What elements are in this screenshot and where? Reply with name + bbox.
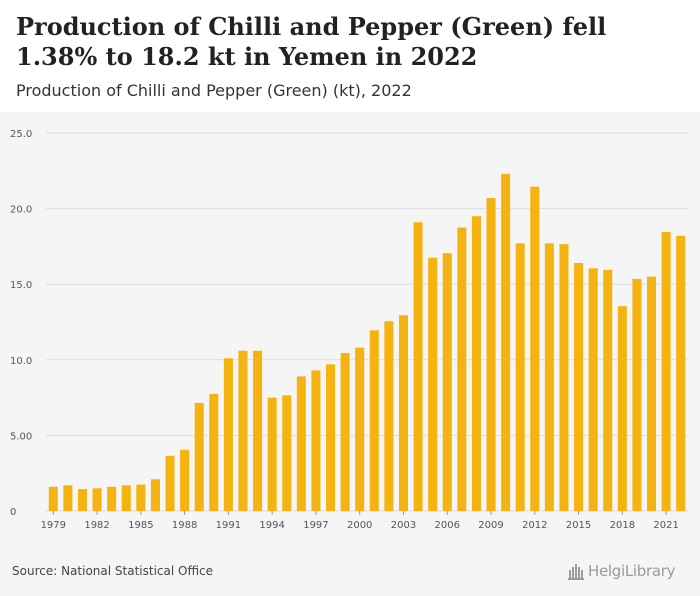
y-axis-ticks: 0 5.00 10.0 15.0 20.0 25.0 (10, 129, 32, 518)
bar-1982 (92, 488, 102, 511)
bar-2022 (676, 235, 686, 511)
bar-1993 (253, 350, 263, 511)
x-tick-label: 1982 (84, 520, 109, 531)
x-tick-label: 1985 (128, 520, 153, 531)
chart-area: 0 5.00 10.0 15.0 20.0 25.0 1979 1982 1985 1988 19… (0, 112, 700, 596)
x-tick-label: 1979 (41, 520, 66, 531)
x-tick-label: 2009 (478, 520, 503, 531)
library-icon (568, 564, 584, 580)
bar-1979 (48, 486, 58, 511)
chart-header: Production of Chilli and Pepper (Green) … (0, 0, 700, 112)
bar-1992 (238, 350, 248, 511)
bar-2002 (384, 321, 394, 511)
bar-1991 (223, 358, 233, 511)
bar-2009 (486, 198, 496, 511)
bar-2020 (647, 276, 657, 511)
bar-2001 (369, 330, 379, 511)
y-tick-label: 20.0 (10, 205, 32, 216)
chart-subtitle: Production of Chilli and Pepper (Green) … (16, 81, 412, 100)
bar-2017 (603, 269, 613, 511)
bar-1996 (296, 376, 306, 511)
bar-1997 (311, 370, 321, 511)
y-tick-label: 15.0 (10, 280, 32, 291)
bar-1987 (165, 455, 175, 511)
bar-1984 (121, 485, 131, 511)
bar-2000 (355, 347, 365, 511)
bar-1985 (136, 484, 146, 511)
bar-1986 (150, 479, 160, 511)
y-tick-label: 0 (10, 507, 16, 518)
bar-2006 (442, 253, 452, 511)
y-tick-label: 25.0 (10, 129, 32, 140)
x-tick-label: 1991 (216, 520, 241, 531)
x-axis-ticks: 1979 1982 1985 1988 1991 1994 1997 2000 2003 2006… (41, 511, 679, 531)
bar-1998 (326, 364, 336, 511)
bar-1989 (194, 402, 204, 511)
bar-2019 (632, 278, 642, 511)
source-note: Source: National Statistical Office (12, 564, 214, 578)
bar-2010 (501, 173, 511, 511)
chart-title: Production of Chilli and Pepper (Green) … (16, 12, 607, 71)
x-tick-label: 2003 (391, 520, 416, 531)
bar-2007 (457, 227, 467, 511)
bar-2012 (530, 186, 540, 511)
bar-2003 (398, 315, 408, 511)
bar-2005 (428, 257, 438, 511)
bars (48, 173, 686, 511)
bar-1990 (209, 393, 219, 511)
bar-2015 (574, 263, 584, 511)
bar-1980 (63, 485, 73, 511)
y-tick-label: 10.0 (10, 356, 32, 367)
bar-1999 (340, 353, 350, 511)
bar-2021 (661, 232, 671, 511)
bar-2011 (515, 243, 525, 511)
helgi-library-logo[interactable]: HelgiLibrary (568, 560, 692, 584)
x-tick-label: 2006 (435, 520, 460, 531)
bar-2016 (588, 268, 598, 511)
bar-2004 (413, 222, 423, 511)
bar-2014 (559, 244, 569, 511)
y-tick-label: 5.00 (10, 431, 32, 442)
x-tick-label: 1988 (172, 520, 197, 531)
bar-1983 (107, 486, 117, 511)
x-tick-label: 2000 (347, 520, 372, 531)
bar-2008 (471, 216, 481, 511)
x-tick-label: 1997 (303, 520, 328, 531)
x-tick-label: 2012 (522, 520, 547, 531)
x-tick-label: 2021 (653, 520, 678, 531)
bar-1981 (77, 489, 87, 511)
bar-2013 (544, 243, 554, 511)
bar-1995 (282, 395, 292, 511)
x-tick-label: 1994 (259, 520, 284, 531)
bar-2018 (617, 306, 627, 511)
x-tick-label: 2015 (566, 520, 591, 531)
x-tick-label: 2018 (610, 520, 635, 531)
bar-1988 (180, 449, 190, 511)
logo-text: HelgiLibrary (588, 562, 676, 580)
bar-1994 (267, 397, 277, 511)
